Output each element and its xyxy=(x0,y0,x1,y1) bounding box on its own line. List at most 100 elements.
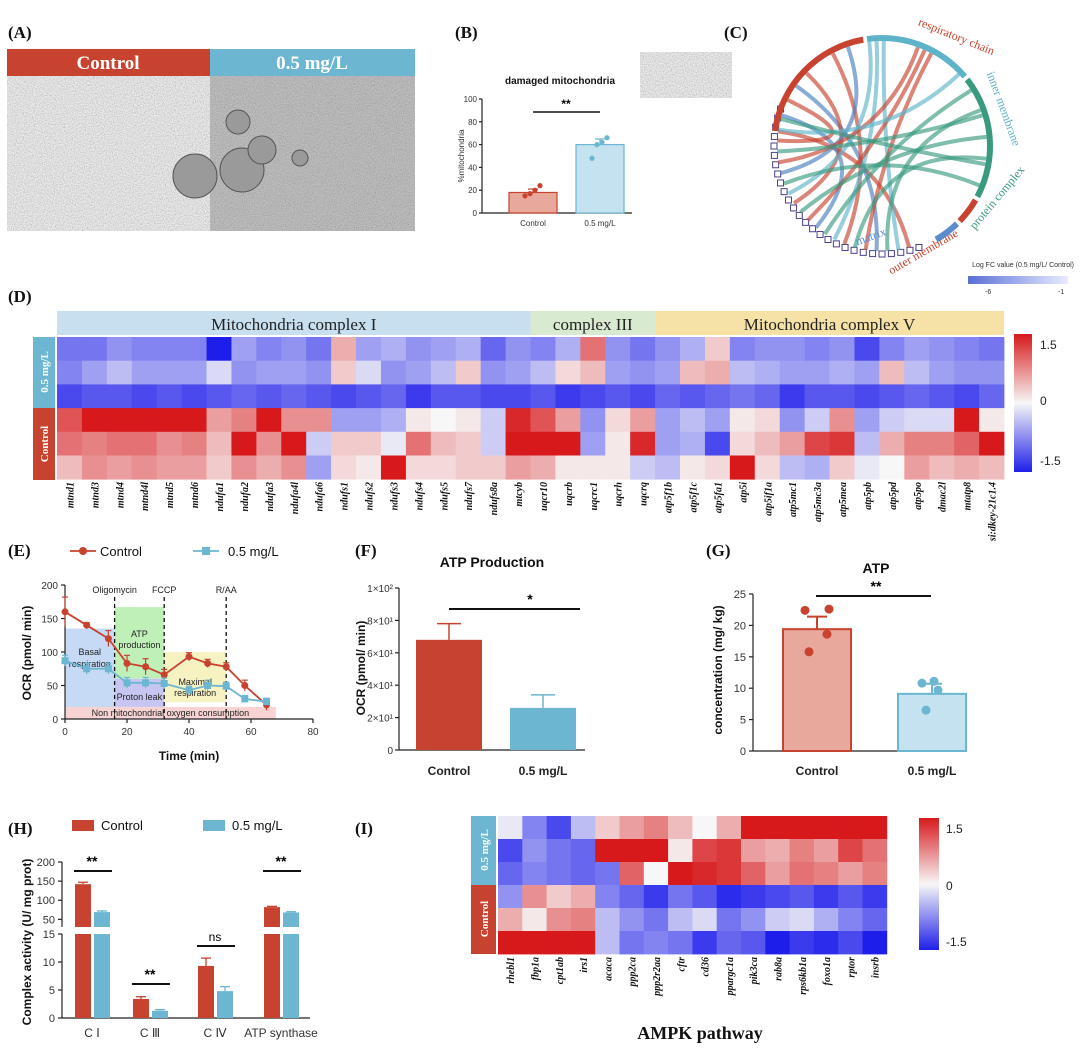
h-ytick-low-2: 10 xyxy=(43,957,55,969)
panel-label-h: (H) xyxy=(8,819,33,838)
b-bar-0 xyxy=(508,191,558,214)
c-ribbon xyxy=(792,71,844,205)
i-cell xyxy=(862,839,888,863)
b-title: damaged mitochondria xyxy=(505,76,615,87)
d-cell xyxy=(131,455,158,480)
d-cell xyxy=(81,431,108,456)
d-cell xyxy=(829,360,855,385)
d-cell xyxy=(256,431,282,456)
e-xtick-3: 60 xyxy=(245,727,257,738)
h-bar-top-1-3 xyxy=(283,912,299,927)
e-point-1 xyxy=(222,682,230,690)
e-point-1 xyxy=(185,686,193,694)
d-cell xyxy=(530,431,556,456)
d-group-bar-1 xyxy=(530,311,656,335)
i-cell xyxy=(813,931,839,955)
i-cell xyxy=(498,816,523,840)
d-cell xyxy=(231,337,257,362)
d-cell xyxy=(281,337,307,362)
g-point-1-2 xyxy=(917,678,927,688)
g-title: ATP xyxy=(863,560,890,576)
b-point-0-1 xyxy=(527,191,533,197)
d-gene-32: atp5pb xyxy=(863,482,874,510)
d-cell xyxy=(804,360,830,385)
d-cell xyxy=(430,337,457,362)
b-point-0-0 xyxy=(522,193,528,199)
treat-header-bar xyxy=(210,49,415,76)
d-cell xyxy=(555,360,581,385)
i-cell xyxy=(570,839,596,863)
i-gene-3: irs1 xyxy=(579,957,590,973)
d-gene-24: atp5f1b xyxy=(664,482,675,513)
e-point-1 xyxy=(123,679,131,687)
g-ytick-2: 10 xyxy=(734,683,746,695)
d-cell xyxy=(680,431,706,456)
i-cell xyxy=(862,816,888,840)
d-cell xyxy=(430,360,457,385)
panel-label-i: (I) xyxy=(355,819,373,838)
e-ytick-4: 200 xyxy=(41,581,58,592)
d-cell xyxy=(580,408,606,433)
e-ytick-3: 150 xyxy=(41,615,58,626)
i-cell xyxy=(716,885,742,909)
i-cell xyxy=(813,862,839,886)
i-cell xyxy=(838,885,863,909)
d-cell xyxy=(605,360,631,385)
c-ribbon xyxy=(777,72,961,135)
panel-label-a: (A) xyxy=(8,23,32,42)
d-cell xyxy=(904,360,930,385)
d-cell xyxy=(555,431,581,456)
g-ytick-5: 25 xyxy=(734,589,746,601)
i-cell xyxy=(643,931,669,955)
e-legend-marker-0 xyxy=(79,547,87,555)
i-cell xyxy=(546,816,572,840)
control-header-bar xyxy=(7,49,210,76)
e-point-0 xyxy=(222,663,230,671)
h-bar-0-2 xyxy=(198,965,214,1018)
control-micrograph xyxy=(7,76,210,231)
e-xtick-0: 0 xyxy=(62,727,68,738)
d-cell xyxy=(430,431,457,456)
d-cell xyxy=(405,360,432,385)
d-gene-34: atp5po xyxy=(913,482,924,510)
c-legend-min: -6 xyxy=(985,289,991,296)
f-ytick-4: 8×10¹ xyxy=(367,616,394,627)
d-cell xyxy=(156,337,183,362)
panel-label-g: (G) xyxy=(706,541,731,560)
i-gene-10: pik3ca xyxy=(749,957,760,985)
i-colorbar xyxy=(919,818,939,950)
h-sig-0: ** xyxy=(87,853,98,869)
d-cell xyxy=(979,360,1005,385)
i-cell xyxy=(546,862,572,886)
d-cell xyxy=(929,455,955,480)
i-cell xyxy=(692,931,718,955)
i-cell xyxy=(643,816,669,840)
e-point-1 xyxy=(263,698,270,706)
d-cell xyxy=(754,455,781,480)
c-arc-1 xyxy=(866,35,968,79)
c-legend-bar xyxy=(968,276,1068,284)
d-cell xyxy=(181,384,207,409)
i-cell xyxy=(643,908,669,932)
i-cell xyxy=(789,816,815,840)
i-cell xyxy=(838,931,863,955)
i-cell xyxy=(789,839,815,863)
d-cell xyxy=(879,455,905,480)
d-cell xyxy=(630,384,656,409)
h-ytick-high-2: 150 xyxy=(37,876,55,888)
i-cell xyxy=(813,816,839,840)
i-cell xyxy=(546,885,572,909)
i-rowgroup-label-1: Control xyxy=(479,901,491,937)
i-rowgroup-treat xyxy=(471,816,496,885)
i-rowgroup-control xyxy=(471,885,496,954)
d-gene-13: ndufs3 xyxy=(389,482,400,510)
d-cell xyxy=(131,384,158,409)
d-cell xyxy=(854,431,880,456)
i-cell xyxy=(716,931,742,955)
d-gene-23: uqcrq xyxy=(639,482,650,506)
d-cell xyxy=(829,455,855,480)
i-cell xyxy=(765,839,790,863)
d-cell xyxy=(704,384,731,409)
d-cell xyxy=(854,455,880,480)
d-cell xyxy=(605,408,631,433)
